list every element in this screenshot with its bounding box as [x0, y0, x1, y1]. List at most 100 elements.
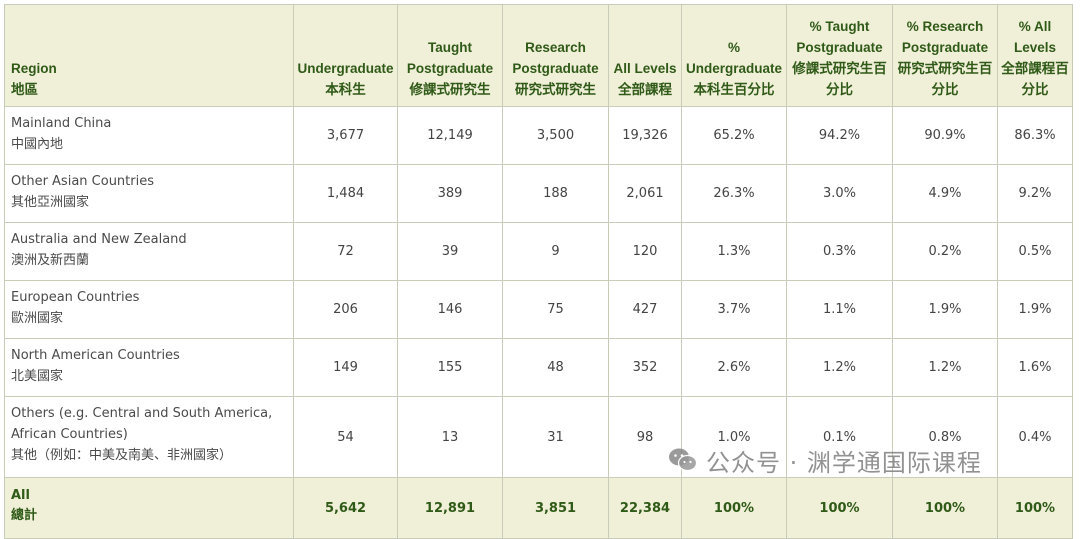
region-cell: Australia and New Zealand 澳洲及新西蘭	[4, 222, 294, 281]
value-cell: 19,326	[608, 106, 682, 165]
value-cell: 0.4%	[997, 396, 1073, 478]
header-label-zh: 地區	[11, 82, 38, 97]
value-cell: 155	[397, 338, 503, 397]
value-cell: 427	[608, 280, 682, 339]
value-cell: 90.9%	[892, 106, 998, 165]
total-cell: 22,384	[608, 477, 682, 539]
value-cell: 3.7%	[681, 280, 787, 339]
region-name-en: All	[11, 488, 30, 503]
header-pct-all-levels: % All Levels 全部課程百分比	[997, 4, 1073, 107]
value-cell: 9.2%	[997, 164, 1073, 223]
total-cell: 100%	[997, 477, 1073, 539]
total-cell: 5,642	[293, 477, 398, 539]
region-name-zh: 總計	[11, 508, 38, 523]
value-cell: 2.6%	[681, 338, 787, 397]
value-cell: 188	[502, 164, 609, 223]
value-cell: 1.2%	[786, 338, 893, 397]
header-label-zh: 全部課程	[618, 82, 672, 97]
value-cell: 352	[608, 338, 682, 397]
value-cell: 75	[502, 280, 609, 339]
value-cell: 0.8%	[892, 396, 998, 478]
table-row: North American Countries 北美國家 149 155 48 …	[4, 338, 1073, 397]
region-name-zh: 其他亞洲國家	[11, 195, 90, 210]
value-cell: 149	[293, 338, 398, 397]
value-cell: 1.2%	[892, 338, 998, 397]
header-undergraduate: Undergraduate 本科生	[293, 4, 398, 107]
table-row: European Countries 歐洲國家 206 146 75 427 3.…	[4, 280, 1073, 339]
total-cell: 3,851	[502, 477, 609, 539]
region-cell: Others (e.g. Central and South America, …	[4, 396, 294, 478]
value-cell: 94.2%	[786, 106, 893, 165]
header-research-postgraduate: Research Postgraduate 研究式研究生	[502, 4, 609, 107]
total-cell: 100%	[681, 477, 787, 539]
header-row: Region 地區 Undergraduate 本科生 Taught Postgra…	[4, 4, 1073, 107]
value-cell: 0.2%	[892, 222, 998, 281]
header-label-en: % All Levels	[1013, 19, 1057, 55]
value-cell: 0.5%	[997, 222, 1073, 281]
header-label-en: % Undergraduate	[685, 40, 783, 76]
student-region-table: Region 地區 Undergraduate 本科生 Taught Postgra…	[4, 4, 1073, 539]
header-label-en: All Levels	[613, 61, 677, 76]
region-name-zh: 澳洲及新西蘭	[11, 253, 90, 268]
region-cell: Mainland China 中國內地	[4, 106, 294, 165]
header-all-levels: All Levels 全部課程	[608, 4, 682, 107]
value-cell: 1.3%	[681, 222, 787, 281]
value-cell: 54	[293, 396, 398, 478]
header-pct-research-postgraduate: % Research Postgraduate 研究式研究生百分比	[892, 4, 998, 107]
region-cell: Other Asian Countries 其他亞洲國家	[4, 164, 294, 223]
header-label-zh: 本科生	[325, 82, 366, 97]
header-label-en: % Research Postgraduate	[901, 19, 989, 55]
value-cell: 206	[293, 280, 398, 339]
value-cell: 72	[293, 222, 398, 281]
value-cell: 39	[397, 222, 503, 281]
value-cell: 0.3%	[786, 222, 893, 281]
value-cell: 389	[397, 164, 503, 223]
value-cell: 1.0%	[681, 396, 787, 478]
region-cell: All 總計	[4, 477, 294, 539]
table-row: Others (e.g. Central and South America, …	[4, 396, 1073, 478]
value-cell: 48	[502, 338, 609, 397]
region-name-en: Other Asian Countries	[11, 174, 154, 189]
region-name-en: Mainland China	[11, 116, 112, 131]
header-label-zh: 修課式研究生百分比	[792, 61, 887, 97]
region-name-en: Australia and New Zealand	[11, 232, 187, 247]
region-name-en: European Countries	[11, 290, 140, 305]
region-name-en: North American Countries	[11, 348, 180, 363]
value-cell: 31	[502, 396, 609, 478]
header-label-zh: 全部課程百分比	[1001, 61, 1069, 97]
region-name-zh: 歐洲國家	[11, 311, 64, 326]
value-cell: 26.3%	[681, 164, 787, 223]
value-cell: 120	[608, 222, 682, 281]
header-label-en: Taught Postgraduate	[406, 40, 494, 76]
page: Region 地區 Undergraduate 本科生 Taught Postgra…	[4, 4, 1073, 539]
total-cell: 12,891	[397, 477, 503, 539]
header-label-en: % Taught Postgraduate	[796, 19, 883, 55]
header-taught-postgraduate: Taught Postgraduate 修課式研究生	[397, 4, 503, 107]
value-cell: 4.9%	[892, 164, 998, 223]
header-region: Region 地區	[4, 4, 294, 107]
header-label-zh: 本科生百分比	[693, 82, 775, 97]
value-cell: 3,677	[293, 106, 398, 165]
total-cell: 100%	[786, 477, 893, 539]
header-label-en: Research Postgraduate	[512, 40, 599, 76]
region-cell: North American Countries 北美國家	[4, 338, 294, 397]
value-cell: 1.9%	[892, 280, 998, 339]
header-label-zh: 修課式研究生	[409, 82, 491, 97]
value-cell: 65.2%	[681, 106, 787, 165]
value-cell: 1.6%	[997, 338, 1073, 397]
table-row: Australia and New Zealand 澳洲及新西蘭 72 39 9 …	[4, 222, 1073, 281]
value-cell: 2,061	[608, 164, 682, 223]
value-cell: 1,484	[293, 164, 398, 223]
header-label-en: Region	[11, 61, 57, 76]
region-name-en: Others (e.g. Central and South America, …	[11, 406, 273, 442]
header-pct-taught-postgraduate: % Taught Postgraduate 修課式研究生百分比	[786, 4, 893, 107]
header-pct-undergraduate: % Undergraduate 本科生百分比	[681, 4, 787, 107]
value-cell: 98	[608, 396, 682, 478]
value-cell: 12,149	[397, 106, 503, 165]
table-row: Mainland China 中國內地 3,677 12,149 3,500 19…	[4, 106, 1073, 165]
value-cell: 13	[397, 396, 503, 478]
value-cell: 9	[502, 222, 609, 281]
header-label-zh: 研究式研究生	[515, 82, 596, 97]
region-name-zh: 其他（例如：中美及南美、非洲國家）	[11, 448, 233, 463]
value-cell: 0.1%	[786, 396, 893, 478]
